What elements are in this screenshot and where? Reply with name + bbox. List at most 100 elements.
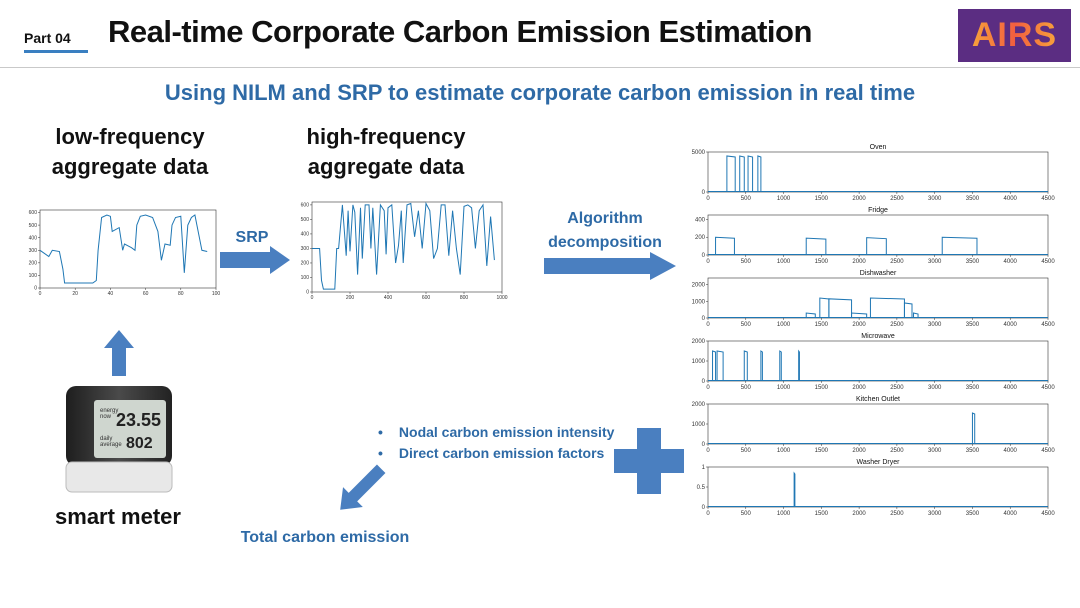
y-tick-label: 1000 <box>692 359 706 365</box>
x-tick-label: 3000 <box>928 448 942 454</box>
header-divider <box>0 67 1080 68</box>
y-tick-label: 400 <box>301 232 310 238</box>
x-tick-label: 2000 <box>852 385 866 391</box>
y-tick-label: 100 <box>301 275 310 281</box>
svg-text:energy: energy <box>100 408 118 414</box>
x-tick-label: 0 <box>311 295 314 301</box>
svg-text:daily: daily <box>100 436 112 442</box>
x-tick-label: 500 <box>741 448 752 454</box>
x-tick-label: 4000 <box>1004 322 1018 328</box>
x-tick-label: 500 <box>741 196 752 202</box>
plot-frame <box>707 214 1049 256</box>
spike-series <box>712 350 717 381</box>
y-tick-label: 300 <box>29 248 38 254</box>
svg-text:now: now <box>100 414 112 420</box>
slide-subtitle: Using NILM and SRP to estimate corporate… <box>164 80 916 105</box>
x-tick-label: 80 <box>178 291 184 297</box>
y-tick-label: 0 <box>702 379 706 385</box>
plot-frame <box>707 151 1049 193</box>
spike-series <box>913 312 919 318</box>
x-tick-label: 4000 <box>1004 259 1018 265</box>
y-tick-label: 500 <box>301 217 310 223</box>
x-tick-label: 0 <box>706 196 710 202</box>
smart-meter-label: smart meter <box>55 504 181 529</box>
y-tick-label: 0 <box>702 190 706 196</box>
plot-frame <box>39 209 217 289</box>
series-line <box>39 214 208 284</box>
y-tick-label: 300 <box>301 246 310 252</box>
y-tick-label: 0 <box>34 286 37 292</box>
page-title: Real-time Corporate Carbon Emission Esti… <box>108 14 812 49</box>
high-frequency-heading: high-frequency aggregate data <box>276 122 496 182</box>
high-frequency-chart: 0 100 200 300 400 500 600 0 200 400 600 800 1000 <box>301 201 508 301</box>
high-frequency-line1: high-frequency <box>306 124 466 149</box>
meter-reading-top: 23.55 <box>116 410 161 430</box>
x-tick-label: 1000 <box>777 385 791 391</box>
x-tick-label: 2000 <box>852 196 866 202</box>
algorithm-decomposition-label: Algorithm decomposition <box>530 207 680 255</box>
x-tick-label: 0 <box>706 448 710 454</box>
x-tick-label: 4500 <box>1041 322 1055 328</box>
smart-meter-image: energy now 23.55 daily average 802 <box>65 386 173 493</box>
bullet-nodal-intensity: Nodal carbon emission intensity <box>378 422 615 443</box>
svg-text:average: average <box>100 442 122 448</box>
bullet-direct-factors: Direct carbon emission factors <box>378 443 614 464</box>
x-tick-label: 4500 <box>1041 385 1055 391</box>
x-tick-label: 1000 <box>777 322 791 328</box>
x-tick-label: 3000 <box>928 259 942 265</box>
x-tick-label: 100 <box>212 291 221 297</box>
chart-title: Microwave <box>861 333 895 340</box>
x-tick-label: 2500 <box>890 448 904 454</box>
spike-series <box>903 302 913 318</box>
spike-series <box>793 471 796 507</box>
y-tick-label: 0 <box>702 253 706 259</box>
y-tick-label: 0 <box>702 505 706 511</box>
airs-logo: AIRS <box>958 9 1071 62</box>
y-tick-label: 500 <box>29 223 38 229</box>
x-tick-label: 2000 <box>852 448 866 454</box>
x-tick-label: 3000 <box>928 511 942 517</box>
chart-title: Washer Dryer <box>857 459 901 466</box>
x-tick-label: 4000 <box>1004 511 1018 517</box>
x-tick-label: 4500 <box>1041 196 1055 202</box>
decomposition-arrow <box>544 252 676 280</box>
y-tick-label: 1000 <box>692 422 706 428</box>
x-tick-label: 3500 <box>966 385 980 391</box>
x-tick-label: 1000 <box>777 259 791 265</box>
y-tick-label: 600 <box>29 210 38 216</box>
x-tick-label: 1000 <box>496 295 507 301</box>
x-tick-label: 40 <box>108 291 114 297</box>
x-tick-label: 3500 <box>966 448 980 454</box>
chart-title: Dishwasher <box>860 270 897 277</box>
total-emission-label: Total carbon emission <box>240 529 410 546</box>
x-tick-label: 0 <box>39 291 42 297</box>
emission-factors-list: Nodal carbon emission intensity Direct c… <box>378 422 615 464</box>
spike-series <box>828 298 853 318</box>
x-tick-label: 500 <box>741 385 752 391</box>
plus-icon <box>614 428 684 494</box>
y-tick-label: 200 <box>301 261 310 267</box>
plot-frame <box>707 466 1049 508</box>
part-underline <box>24 50 88 53</box>
x-tick-label: 60 <box>143 291 149 297</box>
plot-frame <box>707 403 1049 445</box>
up-arrow <box>104 330 134 376</box>
x-tick-label: 800 <box>460 295 469 301</box>
spike-series <box>779 350 782 381</box>
y-tick-label: 2000 <box>692 402 706 408</box>
y-tick-label: 2000 <box>692 339 706 345</box>
y-tick-label: 0.5 <box>697 485 706 491</box>
algorithm-line2: decomposition <box>548 234 662 251</box>
x-tick-label: 1500 <box>815 511 829 517</box>
x-tick-label: 500 <box>741 322 752 328</box>
x-tick-label: 4500 <box>1041 259 1055 265</box>
x-tick-label: 3500 <box>966 196 980 202</box>
x-tick-label: 1500 <box>815 259 829 265</box>
part-label: Part 04 <box>24 30 71 46</box>
plot-frame <box>707 340 1049 382</box>
x-tick-label: 4500 <box>1041 511 1055 517</box>
x-tick-label: 3500 <box>966 322 980 328</box>
x-tick-label: 200 <box>346 295 355 301</box>
x-tick-label: 3000 <box>928 322 942 328</box>
spike-series <box>747 155 754 192</box>
